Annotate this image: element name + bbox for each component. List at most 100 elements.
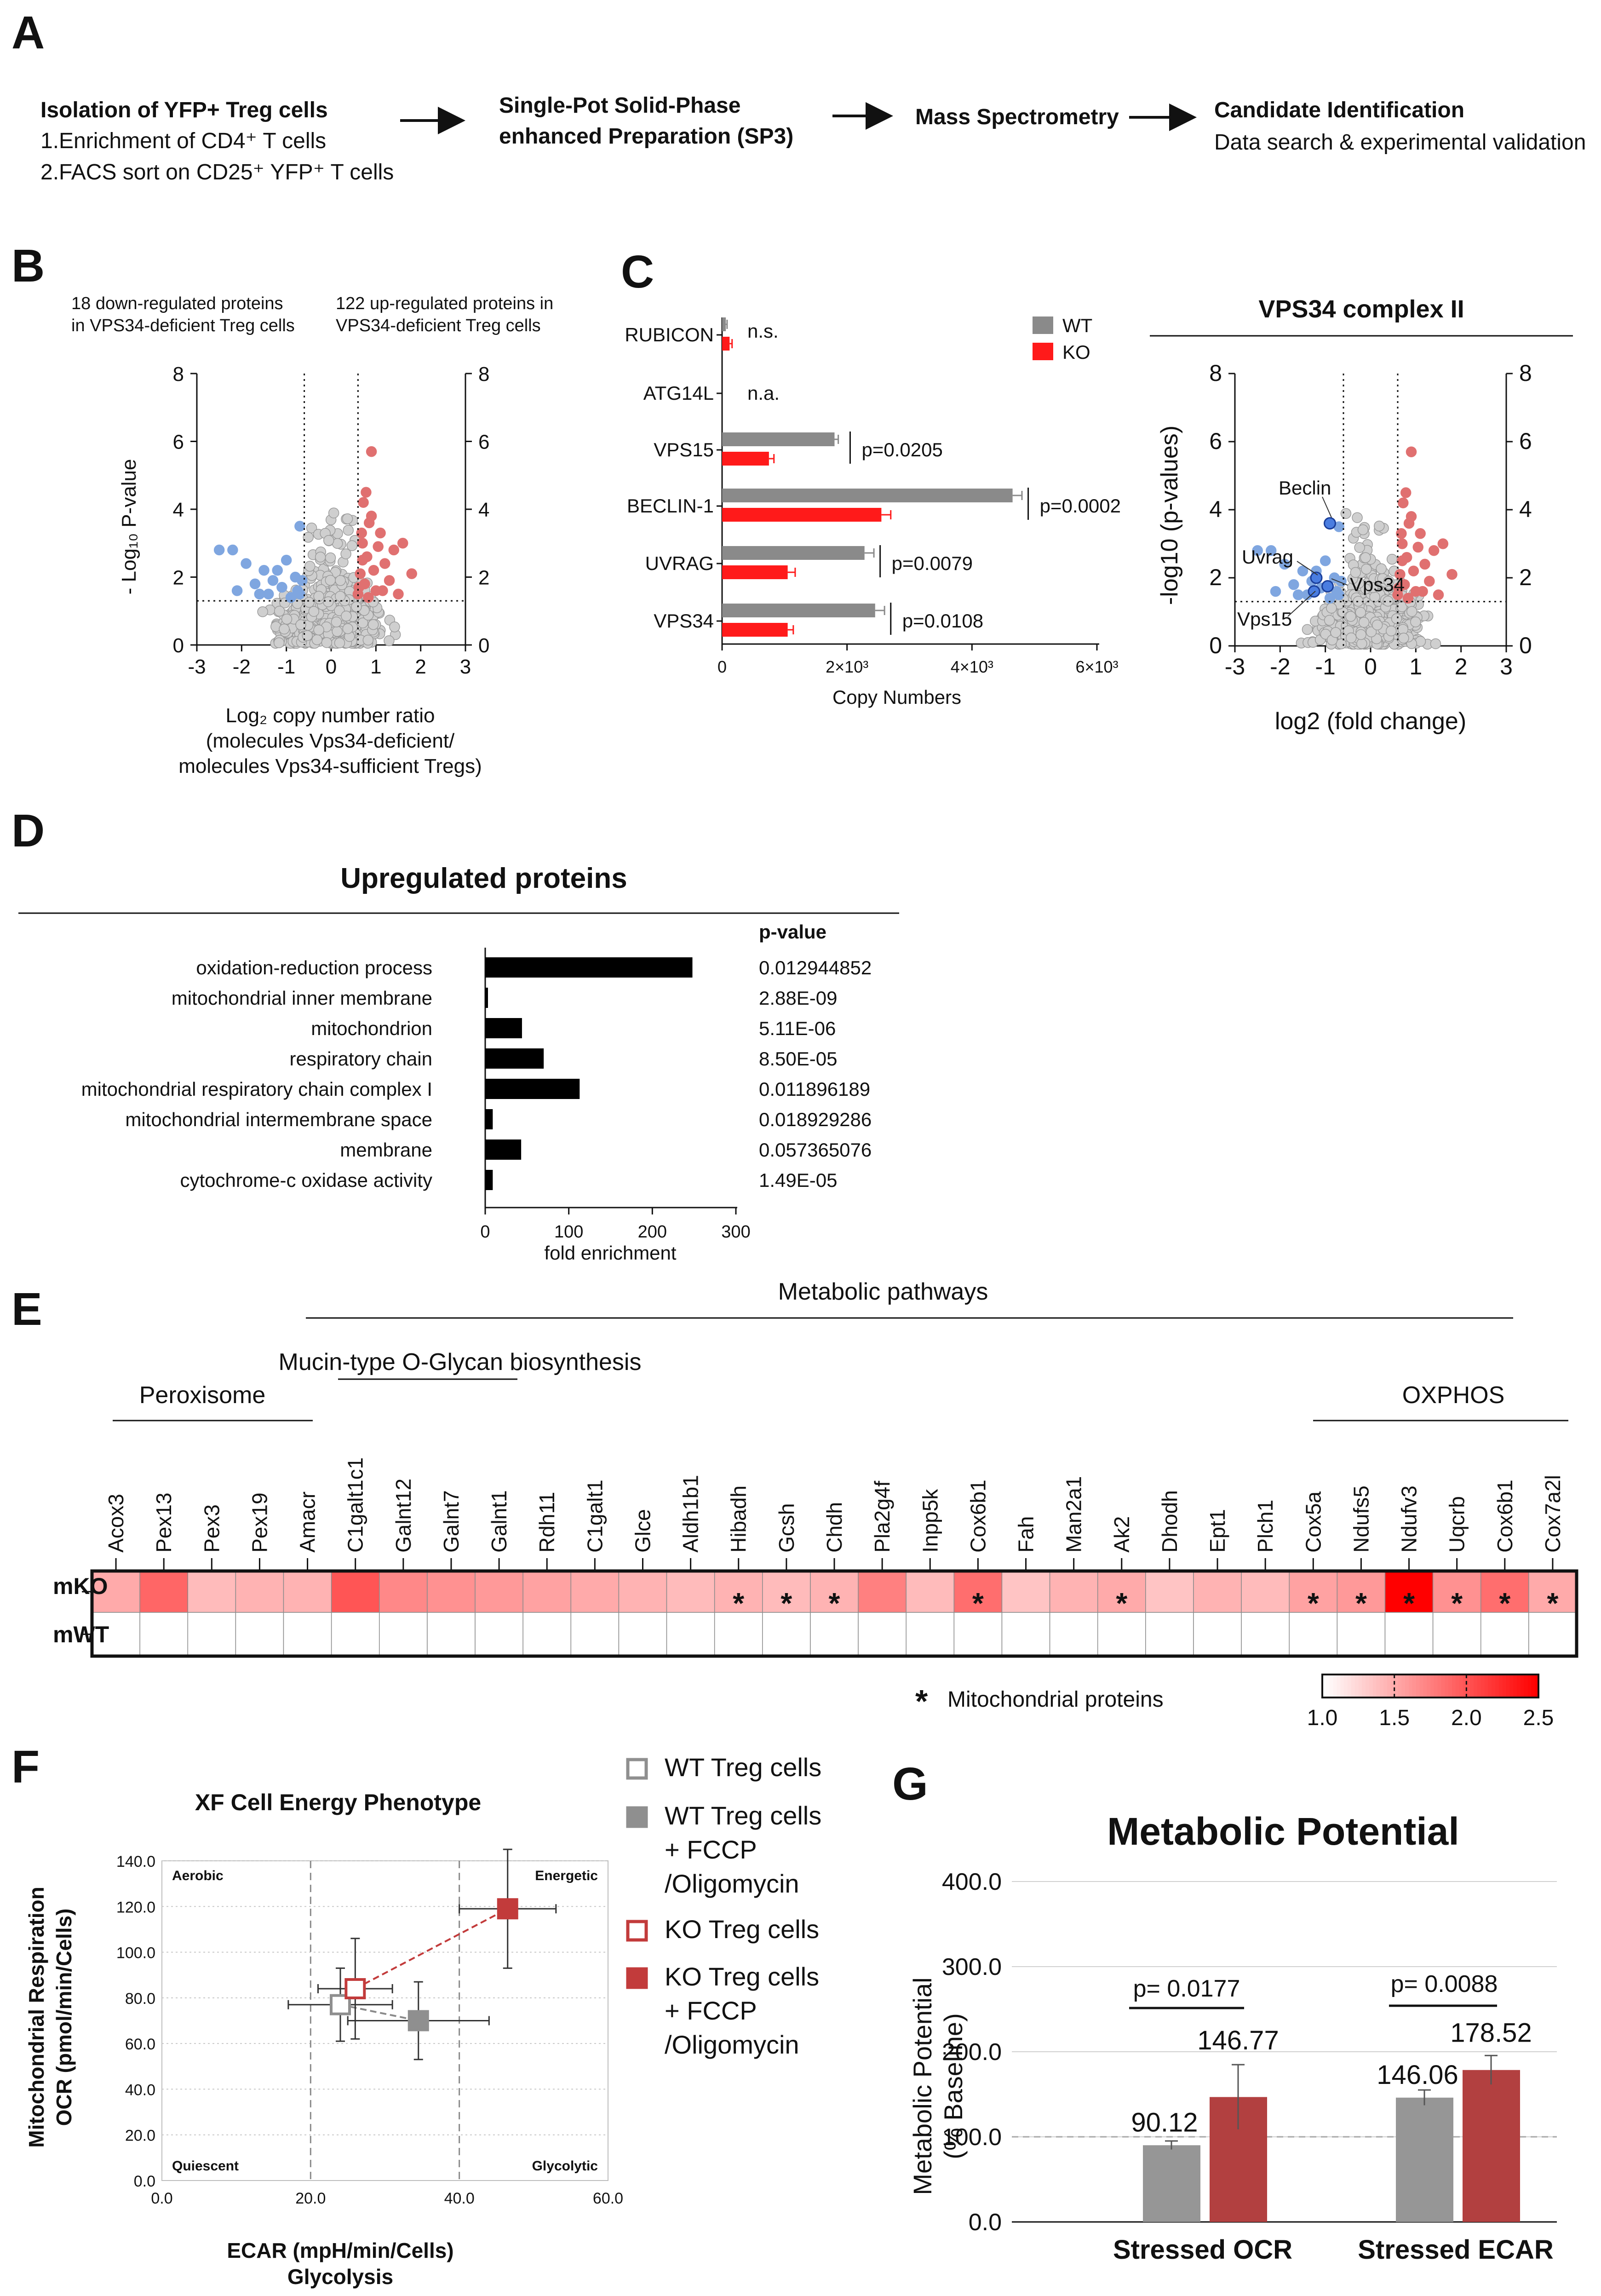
protein-point xyxy=(1355,629,1366,640)
x-tick-label: 300 xyxy=(721,1222,750,1242)
protein-point xyxy=(273,637,285,649)
scale-step xyxy=(1527,1675,1532,1698)
down-regulated-point xyxy=(213,544,225,556)
gene-label: Man2a1 xyxy=(1062,1476,1086,1553)
up-regulated-point xyxy=(1417,586,1428,597)
heat-cell-ko xyxy=(666,1571,715,1613)
scale-step xyxy=(1495,1675,1499,1698)
scale-step xyxy=(1498,1675,1503,1698)
x-tick-label: 0 xyxy=(480,1222,490,1242)
up-regulated-point xyxy=(1400,487,1412,498)
go-bar xyxy=(485,1079,580,1099)
step2-line1: Single-Pot Solid-Phase xyxy=(499,93,740,118)
y-tick-label: 120.0 xyxy=(116,1899,155,1916)
heat-cell-ko xyxy=(1193,1571,1242,1613)
up-regulated-point xyxy=(1437,538,1449,549)
scale-step xyxy=(1358,1675,1363,1698)
go-term-label: mitochondrial inner membrane xyxy=(172,987,432,1009)
go-term-label: mitochondrial respiratory chain complex … xyxy=(81,1078,432,1100)
gene-label: Cox5a xyxy=(1301,1491,1325,1553)
go-bar xyxy=(485,1170,493,1190)
wt-bar xyxy=(1143,2145,1200,2222)
down-regulated-point xyxy=(1333,589,1344,600)
heat-cell-ko xyxy=(139,1571,189,1613)
heat-cell-wt xyxy=(1432,1612,1481,1657)
step4-title: Candidate Identification xyxy=(1214,98,1464,122)
phenotype-marker xyxy=(407,2010,429,2031)
scale-step xyxy=(1470,1675,1474,1698)
ann-vps34-line xyxy=(1331,578,1348,586)
protein-point xyxy=(1360,552,1371,563)
heat-cell-ko xyxy=(618,1571,667,1613)
up-regulated-point xyxy=(353,581,365,593)
heat-cell-wt xyxy=(187,1612,236,1657)
scale-step xyxy=(1322,1675,1326,1698)
ko-bar xyxy=(722,623,788,637)
metabolic-potential-bars: 0.0 100.0 200.0 300.0 400.0 Stressed OCR 90.12… xyxy=(942,1869,1557,2265)
x-tick-label: 0 xyxy=(1364,654,1377,679)
legend-label: + FCCP xyxy=(665,1996,757,2025)
panel-c-letter: C xyxy=(621,246,654,298)
significance-label: n.s. xyxy=(747,320,779,342)
down-label-1: 18 down-regulated proteins xyxy=(71,294,283,313)
category-label: VPS34 xyxy=(654,610,714,632)
legend-marker xyxy=(626,1967,648,1989)
heat-cell-ko xyxy=(858,1571,907,1613)
protein-point xyxy=(1386,553,1398,565)
mito-mark: * xyxy=(733,1587,744,1620)
scale-step xyxy=(1376,1675,1381,1698)
scale-step xyxy=(1437,1675,1442,1698)
go-pvalue: 5.11E-06 xyxy=(759,1018,836,1039)
scale-step xyxy=(1405,1675,1409,1698)
protein-point xyxy=(1354,542,1365,553)
mito-footnote: Mitochondrial proteins xyxy=(947,1687,1164,1712)
panel-c: C 0 2×10³ 4×10³ 6×10³ RUBICON n.s. ATG14L n.a. V… xyxy=(621,246,1573,735)
panel-e: E Metabolic pathways Mucin-type O-Glycan… xyxy=(11,1278,1578,1730)
heat-cell-wt xyxy=(379,1612,428,1657)
scale-step xyxy=(1480,1675,1485,1698)
gene-label: Uqcrb xyxy=(1445,1496,1469,1553)
step1-line2: 2.FACS sort on CD25⁺ YFP⁺ T cells xyxy=(40,160,394,184)
scale-step xyxy=(1524,1675,1528,1698)
scale-step xyxy=(1398,1675,1402,1698)
ann-vps15-line xyxy=(1287,591,1316,617)
panel-d-title: Upregulated proteins xyxy=(340,863,627,894)
down-label-2: in VPS34-deficient Treg cells xyxy=(71,316,295,335)
y-tick-label: 400.0 xyxy=(942,1869,1002,1895)
gene-label: Hibadh xyxy=(727,1485,751,1553)
heat-cell-ko xyxy=(762,1571,811,1613)
scale-step xyxy=(1390,1675,1395,1698)
protein-point xyxy=(362,634,374,646)
scale-step xyxy=(1369,1675,1373,1698)
down-regulated-point xyxy=(272,565,283,576)
y-tick-label: 0.0 xyxy=(969,2209,1002,2236)
down-regulated-point xyxy=(267,575,279,586)
legend-ko-label: KO xyxy=(1062,341,1090,363)
go-bar xyxy=(485,1139,522,1160)
scale-step xyxy=(1517,1675,1521,1698)
protein-point xyxy=(1336,638,1347,650)
protein-point xyxy=(303,532,314,543)
panel-g: G Metabolic Potential 0.0 100.0 200.0 300.0… xyxy=(892,1758,1557,2265)
protein-point xyxy=(323,535,334,546)
mito-mark: * xyxy=(1403,1587,1415,1620)
row-label-wt: mWT xyxy=(53,1622,109,1647)
heat-cell-wt xyxy=(1337,1612,1386,1657)
scale-step xyxy=(1380,1675,1384,1698)
y-tick-label: 40.0 xyxy=(125,2081,155,2099)
volcano-c-xlabel: log2 (fold change) xyxy=(1275,708,1466,735)
heat-cell-ko xyxy=(1241,1571,1290,1613)
up-regulated-point xyxy=(363,592,374,603)
down-regulated-point xyxy=(1292,589,1304,600)
value-label: 146.06 xyxy=(1377,2060,1458,2090)
down-regulated-point xyxy=(294,521,305,532)
heat-cell-ko xyxy=(475,1571,523,1613)
gene-label: Inpp5k xyxy=(918,1489,942,1553)
step3: Mass Spectrometry xyxy=(915,105,1119,129)
scale-step xyxy=(1329,1675,1334,1698)
up-regulated-point xyxy=(357,554,368,566)
scale-step xyxy=(1477,1675,1481,1698)
x-tick-label: 100 xyxy=(554,1222,583,1242)
protein-point xyxy=(340,548,351,559)
p-value-ocr: p= 0.0177 xyxy=(1133,1975,1240,2002)
